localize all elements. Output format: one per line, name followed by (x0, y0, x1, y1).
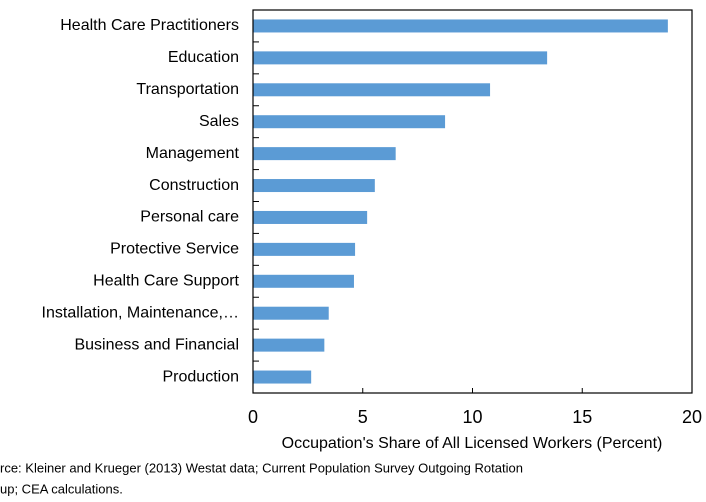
x-tick-label: 10 (462, 407, 482, 427)
y-tick-label: Management (146, 145, 240, 162)
y-tick-label: Sales (199, 113, 239, 130)
y-tick-label: Construction (149, 177, 239, 194)
bar (253, 306, 329, 320)
y-tick-label: Production (163, 368, 240, 385)
source-note: up; CEA calculations. (0, 481, 123, 496)
y-tick-label: Transportation (136, 81, 239, 98)
bar (253, 210, 368, 224)
x-tick-label: 15 (572, 407, 592, 427)
bar (253, 19, 668, 33)
y-tick-label: Health Care Practitioners (60, 17, 239, 34)
y-tick-label: Education (168, 49, 239, 66)
bar (253, 370, 312, 384)
y-tick-label: Installation, Maintenance,… (42, 304, 239, 321)
bar (253, 51, 548, 65)
source-note: rce: Kleiner and Krueger (2013) Westat d… (0, 460, 523, 475)
bar (253, 242, 356, 256)
bar (253, 338, 325, 352)
x-axis-title: Occupation's Share of All Licensed Worke… (282, 435, 663, 452)
x-tick-label: 5 (358, 407, 368, 427)
bar (253, 274, 354, 288)
bar (253, 179, 375, 193)
x-tick-label: 0 (248, 407, 258, 427)
bar (253, 115, 446, 129)
x-tick-label: 20 (682, 407, 702, 427)
plot-frame (252, 9, 693, 394)
y-tick-label: Personal care (140, 209, 239, 226)
y-tick-label: Protective Service (110, 241, 239, 258)
bar (253, 83, 491, 97)
bar (253, 147, 396, 161)
y-tick-label: Health Care Support (93, 273, 239, 290)
y-tick-label: Business and Financial (74, 336, 239, 353)
